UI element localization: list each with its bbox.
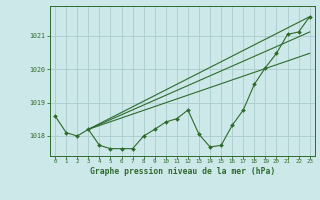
X-axis label: Graphe pression niveau de la mer (hPa): Graphe pression niveau de la mer (hPa)	[90, 167, 275, 176]
